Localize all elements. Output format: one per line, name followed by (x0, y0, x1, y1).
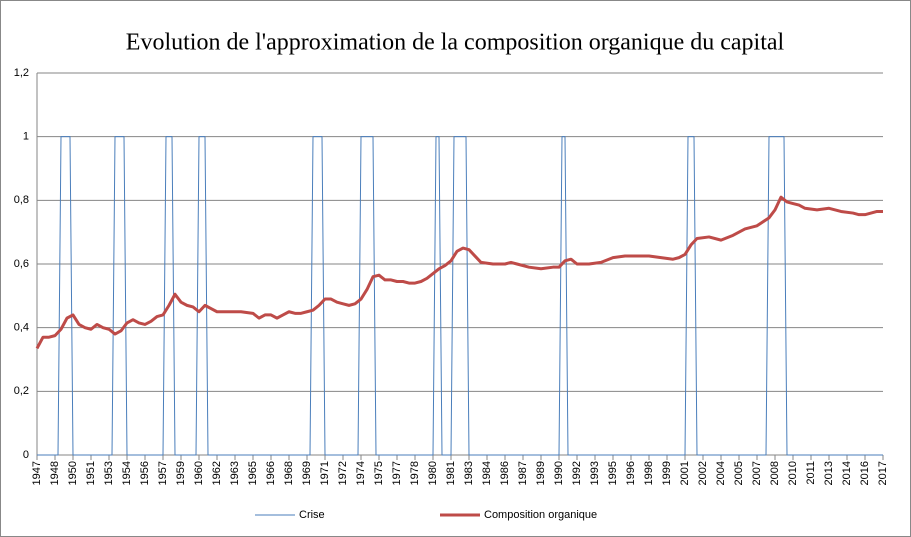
x-tick-label: 2005 (733, 461, 745, 485)
x-tick-label: 1963 (229, 461, 241, 485)
x-tick-label: 1981 (445, 461, 457, 485)
x-tick-label: 2007 (751, 461, 763, 485)
x-tick-label: 1957 (157, 461, 169, 485)
x-tick-label: 1950 (67, 461, 79, 485)
y-tick-label: 0,6 (14, 258, 29, 270)
series-line (37, 136, 883, 456)
x-tick-label: 1996 (625, 461, 637, 485)
x-tick-label: 1995 (607, 461, 619, 485)
series-line (35, 195, 883, 350)
x-tick-label: 1986 (499, 461, 511, 485)
x-tick-label: 1975 (373, 461, 385, 485)
x-tick-label: 2004 (715, 461, 727, 485)
x-tick-label: 1969 (301, 461, 313, 485)
x-tick-label: 1974 (355, 461, 367, 485)
x-tick-label: 1993 (589, 461, 601, 485)
chart-title: Evolution de l'approximation de la compo… (126, 30, 785, 56)
x-tick-label: 1953 (103, 461, 115, 485)
x-tick-label: 1966 (265, 461, 277, 485)
x-tick-label: 1999 (661, 461, 673, 485)
x-tick-label: 1977 (391, 461, 403, 485)
y-tick-label: 0,8 (14, 194, 29, 206)
x-tick-label: 2008 (769, 461, 781, 485)
x-tick-label: 2013 (823, 461, 835, 485)
x-tick-label: 1954 (121, 461, 133, 485)
x-tick-label: 2011 (805, 461, 817, 485)
x-tick-label: 1968 (283, 461, 295, 485)
x-tick-label: 1948 (49, 461, 61, 485)
x-tick-label: 2002 (697, 461, 709, 485)
x-tick-label: 1965 (247, 461, 259, 485)
x-tick-label: 1960 (193, 461, 205, 485)
x-tick-label: 1980 (427, 461, 439, 485)
x-tick-label: 1992 (571, 461, 583, 485)
x-tick-label: 2010 (787, 461, 799, 485)
x-tick-label: 2016 (859, 461, 871, 485)
x-tick-label: 2001 (679, 461, 691, 485)
x-tick-label: 1956 (139, 461, 151, 485)
legend-label: Crise (299, 509, 325, 521)
x-tick-label: 1990 (553, 461, 565, 485)
x-tick-label: 1971 (319, 461, 331, 485)
x-tick-label: 1978 (409, 461, 421, 485)
x-tick-label: 1983 (463, 461, 475, 485)
y-tick-label: 0,4 (14, 322, 29, 334)
x-tick-label: 1959 (175, 461, 187, 485)
x-tick-label: 1998 (643, 461, 655, 485)
legend-label: Composition organique (484, 509, 597, 521)
x-tick-label: 1972 (337, 461, 349, 485)
y-tick-label: 1 (23, 131, 29, 143)
x-tick-label: 1962 (211, 461, 223, 485)
x-tick-label: 1951 (85, 461, 97, 485)
x-tick-label: 1984 (481, 461, 493, 485)
y-tick-label: 1,2 (14, 67, 29, 79)
x-tick-label: 1987 (517, 461, 529, 485)
x-tick-label: 1989 (535, 461, 547, 485)
x-tick-label: 1947 (31, 461, 43, 485)
x-tick-label: 2017 (877, 461, 889, 485)
y-tick-label: 0,2 (14, 385, 29, 397)
x-tick-label: 2014 (841, 461, 853, 485)
y-tick-label: 0 (23, 449, 29, 461)
